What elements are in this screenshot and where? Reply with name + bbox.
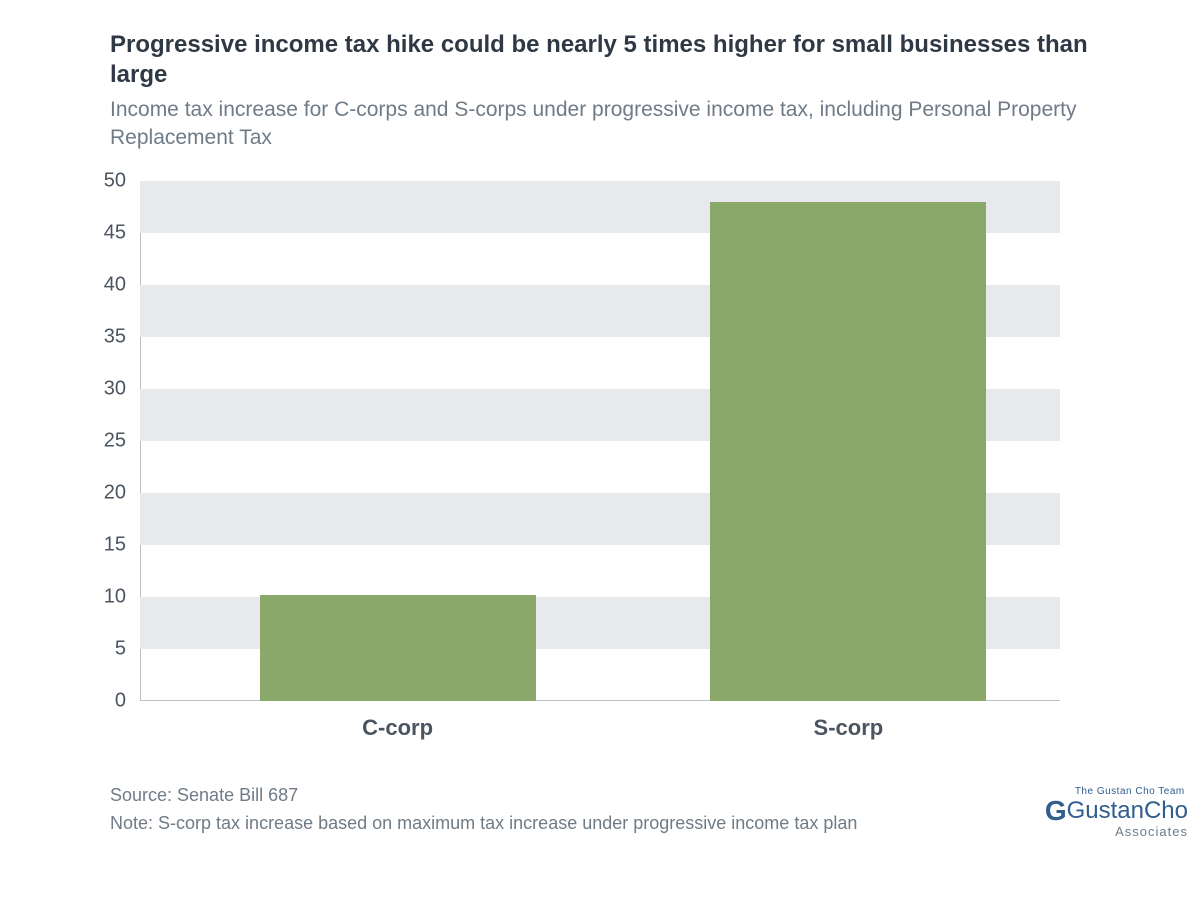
x-category-label: C-corp — [362, 701, 433, 741]
y-tick-label: 50 — [104, 169, 140, 192]
y-tick-label: 25 — [104, 429, 140, 452]
y-tick-label: 20 — [104, 481, 140, 504]
watermark-line2: GGustanCho — [1045, 797, 1188, 825]
source-line: Source: Senate Bill 687 — [110, 781, 1140, 810]
y-tick-label: 35 — [104, 325, 140, 348]
watermark-brand: GustanCho — [1067, 797, 1188, 824]
bar — [260, 595, 536, 701]
chart-area: 05101520253035404550C-corpS-corp — [140, 181, 1140, 701]
y-tick-label: 45 — [104, 221, 140, 244]
plot-area: 05101520253035404550C-corpS-corp — [140, 181, 1060, 701]
note-line: Note: S-corp tax increase based on maxim… — [110, 809, 1140, 838]
y-tick-label: 30 — [104, 377, 140, 400]
x-category-label: S-corp — [814, 701, 884, 741]
chart-subtitle: Income tax increase for C-corps and S-co… — [110, 96, 1140, 153]
chart-footer: Source: Senate Bill 687 Note: S-corp tax… — [110, 781, 1140, 839]
watermark-logo: The Gustan Cho Team GGustanCho Associate… — [1045, 787, 1188, 838]
y-tick-label: 5 — [115, 637, 140, 660]
y-tick-label: 40 — [104, 273, 140, 296]
chart-frame: Progressive income tax hike could be nea… — [0, 0, 1200, 900]
y-tick-label: 10 — [104, 585, 140, 608]
watermark-line3: Associates — [1045, 825, 1188, 838]
y-tick-label: 15 — [104, 533, 140, 556]
watermark-line1: The Gustan Cho Team — [1075, 787, 1188, 797]
y-tick-label: 0 — [115, 689, 140, 712]
chart-title: Progressive income tax hike could be nea… — [110, 30, 1140, 90]
bar — [710, 202, 986, 701]
